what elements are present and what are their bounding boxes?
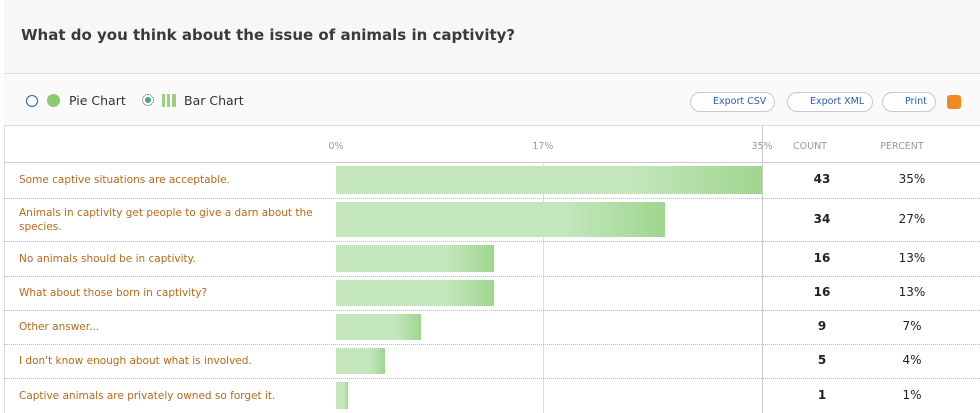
rss-icon[interactable] <box>947 95 961 109</box>
print[interactable]: Print <box>882 92 936 112</box>
category-label: I don't know enough about what is involv… <box>19 355 252 367</box>
count: 5 <box>817 353 827 367</box>
category-label: No animals should be in captivity. <box>19 252 196 265</box>
x-tick-label: 0% <box>328 141 344 152</box>
percent: 7% <box>902 319 922 333</box>
percent-header: PERCENT <box>880 141 924 152</box>
radio-bar[interactable] <box>142 94 154 106</box>
count: 43 <box>813 172 831 186</box>
percent: 1% <box>902 387 922 402</box>
column-divider <box>762 125 763 413</box>
row-separator <box>4 310 980 311</box>
percent: 13% <box>898 285 926 299</box>
bar <box>336 348 385 374</box>
export-xml[interactable]: Export XML <box>787 92 874 112</box>
category-label: What about those born in captivity? <box>19 287 208 299</box>
pie-icon <box>47 94 60 107</box>
grid-line <box>542 162 544 413</box>
count: 16 <box>813 285 831 299</box>
pie-option[interactable]: Pie Chart <box>69 93 126 108</box>
header-bar <box>4 0 980 74</box>
percent: 27% <box>898 211 926 226</box>
x-tick-label: 17% <box>532 141 554 152</box>
bar-option[interactable]: Bar Chart <box>184 93 244 108</box>
count: 16 <box>813 250 831 265</box>
table-header-line <box>4 162 980 163</box>
percent: 4% <box>902 353 922 367</box>
category-label: Other answer... <box>19 321 100 333</box>
bar <box>336 382 349 409</box>
count: 9 <box>817 319 827 333</box>
category-label: Animals in captivity get people to give … <box>19 206 313 233</box>
count: 34 <box>813 211 831 226</box>
percent: 13% <box>898 250 926 265</box>
poll-title: What do you think about the issue of ani… <box>21 26 516 44</box>
percent: 35% <box>898 172 926 186</box>
bar <box>336 245 495 272</box>
category-label: Some captive situations are acceptable. <box>19 174 230 186</box>
bar <box>336 202 665 237</box>
bar <box>336 280 495 306</box>
bar-icon <box>162 94 176 107</box>
export-csv[interactable]: Export CSV <box>690 92 776 112</box>
category-label: Captive animals are privately owned so f… <box>19 389 276 402</box>
row-separator <box>4 276 980 277</box>
bar <box>336 166 762 194</box>
row-separator <box>4 378 980 379</box>
row-separator <box>4 241 980 242</box>
bar <box>336 314 422 340</box>
table <box>4 125 980 413</box>
radio-pie[interactable] <box>26 95 38 107</box>
row-separator <box>4 344 980 345</box>
row-separator <box>4 198 980 199</box>
count: 1 <box>817 387 827 402</box>
x-tick-label: 35% <box>751 141 773 152</box>
count-header: COUNT <box>793 141 827 152</box>
